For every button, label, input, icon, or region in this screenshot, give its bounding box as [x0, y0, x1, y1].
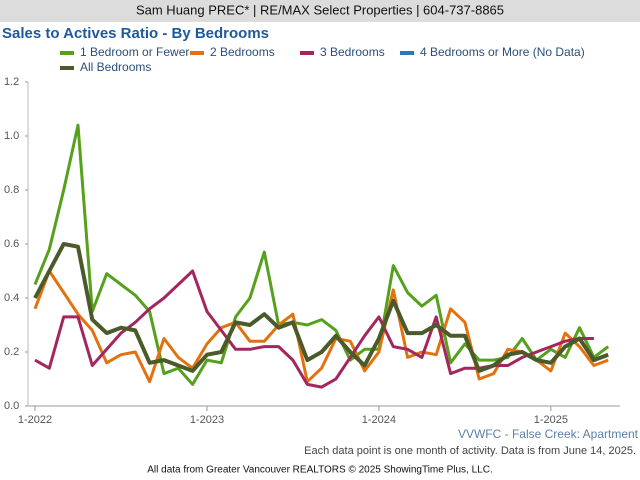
legend-label: 2 Bedrooms: [210, 45, 275, 59]
annotation: VVWFC - False Creek: Apartment: [458, 427, 639, 441]
header: Sam Huang PREC* | RE/MAX Select Properti…: [136, 2, 504, 17]
y-tick-label: 1.2: [4, 76, 19, 88]
y-tick-label: 0.6: [4, 238, 19, 250]
series-line: [33, 242, 609, 373]
header-band: [0, 0, 640, 22]
y-tick-label: 0.0: [4, 400, 19, 412]
source: All data from Greater Vancouver REALTORS…: [147, 465, 492, 476]
x-tick-label: 1-2025: [534, 414, 568, 426]
legend-label: 1 Bedroom or Fewer: [80, 45, 189, 59]
legend-label: 3 Bedrooms: [320, 45, 385, 59]
x-tick-label: 1-2022: [18, 414, 52, 426]
y-tick-label: 0.4: [4, 292, 19, 304]
chart-title: Sales to Actives Ratio - By Bedrooms: [2, 25, 269, 42]
y-tick-label: 0.8: [4, 184, 19, 196]
x-tick-label: 1-2024: [362, 414, 396, 426]
y-tick-label: 0.2: [4, 346, 19, 358]
note: Each data point is one month of activity…: [304, 445, 636, 457]
legend-label: 4 Bedrooms or More (No Data): [420, 45, 585, 59]
y-tick-label: 1.0: [4, 130, 19, 142]
x-tick-label: 1-2023: [190, 414, 224, 426]
series-line: [33, 269, 609, 384]
series-line: [33, 123, 610, 386]
legend-label: All Bedrooms: [80, 60, 151, 74]
